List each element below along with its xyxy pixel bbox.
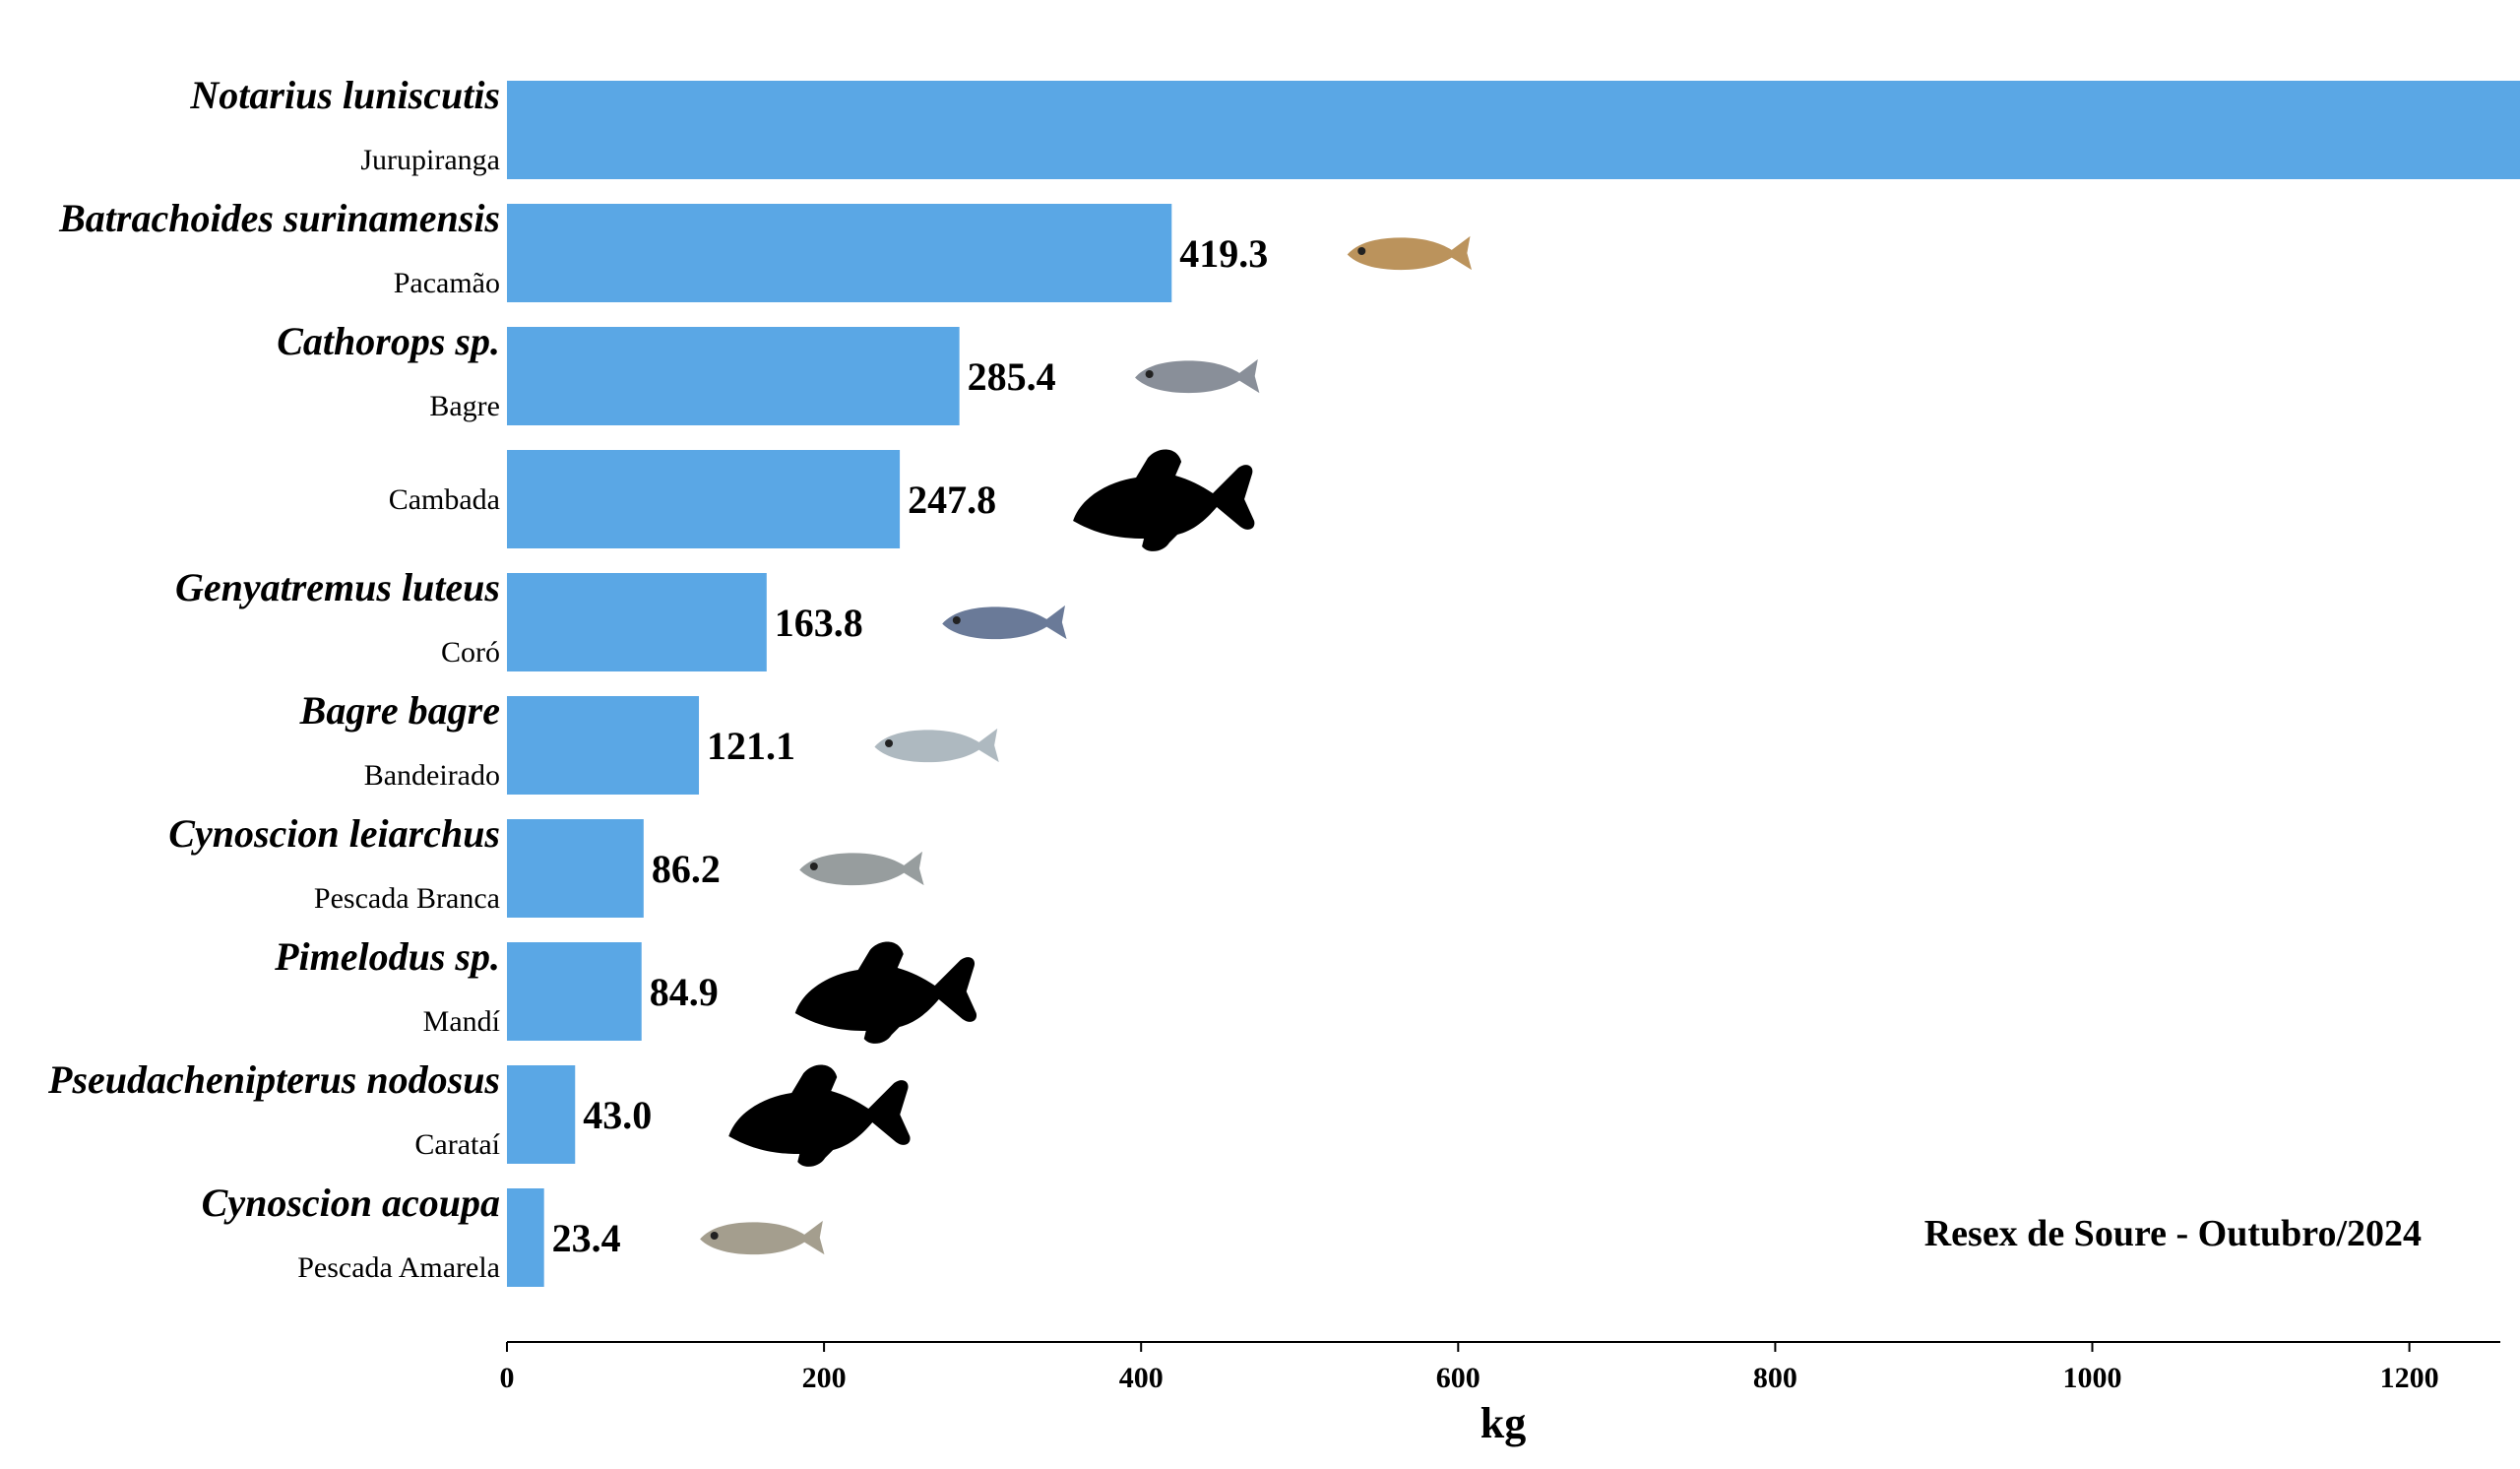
x-tick-label: 200 <box>802 1362 847 1394</box>
chart-annotation: Resex de Soure - Outubro/2024 <box>1924 1213 2422 1254</box>
common-name-label: Pescada Amarela <box>297 1251 500 1284</box>
bar <box>507 696 700 795</box>
fish-photo-shape <box>700 1220 825 1255</box>
x-tick-label: 800 <box>1753 1362 1797 1394</box>
scientific-name-label: Cathorops sp. <box>277 319 500 363</box>
fish-photo-shape <box>1135 358 1260 394</box>
fish-eye <box>885 739 894 747</box>
fish-eye <box>952 616 961 624</box>
data-label: 23.4 <box>552 1216 621 1260</box>
common-name-label: Coró <box>441 636 500 669</box>
fish-icons <box>700 235 1473 1255</box>
x-tick-label: 1200 <box>2380 1362 2439 1394</box>
data-label: 86.2 <box>652 847 721 891</box>
x-tick-label: 400 <box>1119 1362 1164 1394</box>
photo-acoupa-weakfish-icon <box>700 1220 825 1255</box>
scientific-name-label: Pimelodus sp. <box>274 934 500 979</box>
common-name-label: Carataí <box>414 1128 500 1161</box>
data-label: 84.9 <box>650 970 719 1014</box>
plot-area: Notarius luniscutisJurupiranga1295.1Batr… <box>47 73 2520 1287</box>
bar <box>507 573 767 671</box>
data-label: 121.1 <box>707 724 795 768</box>
x-axis: 02004006008001000120014001600kg <box>500 1341 2500 1447</box>
scientific-name-label: Cynoscion leiarchus <box>168 811 500 856</box>
scientific-name-label: Genyatremus luteus <box>175 565 500 609</box>
bar <box>507 327 960 425</box>
photo-toadfish-icon <box>1347 235 1473 271</box>
x-tick-label: 1000 <box>2063 1362 2122 1394</box>
common-name-label: Jurupiranga <box>360 144 500 176</box>
x-axis-title: kg <box>1480 1399 1526 1447</box>
fish-photo-shape <box>874 728 999 763</box>
scientific-name-label: Cynoscion acoupa <box>202 1181 500 1225</box>
data-label: 247.8 <box>908 478 996 522</box>
scientific-name-label: Bagre bagre <box>299 688 500 733</box>
fish-photo-shape <box>799 851 924 886</box>
fish-photo-shape <box>1347 235 1473 271</box>
data-label: 285.4 <box>968 354 1056 399</box>
common-name-label: Pescada Branca <box>314 882 500 915</box>
bar <box>507 1188 544 1287</box>
bar <box>507 450 901 548</box>
fish-photo-shape <box>942 605 1067 640</box>
x-tick-label: 600 <box>1436 1362 1480 1394</box>
bar <box>507 204 1172 302</box>
common-name-label: Bagre <box>429 390 500 422</box>
fish-eye <box>1357 247 1366 255</box>
scientific-name-label: Pseudachenipterus nodosus <box>47 1057 500 1102</box>
bar <box>507 1065 576 1164</box>
scientific-name-label: Batrachoides surinamensis <box>58 196 500 240</box>
fish-silhouette-icon <box>794 941 977 1044</box>
common-name-label: Pacamão <box>394 267 500 299</box>
fish-silhouette-icon <box>728 1064 911 1167</box>
common-name-label: Mandí <box>423 1005 501 1038</box>
photo-grunt-fish-icon <box>942 605 1067 640</box>
data-label: 163.8 <box>775 601 863 645</box>
photo-gafftopsail-catfish-icon <box>874 728 999 763</box>
fish-silhouette-shape <box>1073 449 1255 551</box>
data-label: 419.3 <box>1179 231 1268 276</box>
fish-silhouette-shape <box>728 1064 911 1167</box>
common-name-label: Bandeirado <box>364 759 500 792</box>
fish-silhouette-shape <box>794 941 977 1044</box>
photo-weakfish-icon <box>799 851 924 886</box>
fish-silhouette-icon <box>1073 449 1255 551</box>
bar <box>507 819 644 918</box>
x-tick-label: 0 <box>500 1362 515 1394</box>
scientific-name-label: Notarius luniscutis <box>189 73 500 117</box>
fish-eye <box>710 1232 719 1240</box>
bar <box>507 81 2520 179</box>
photo-catfish-icon <box>1135 358 1260 394</box>
fish-eye <box>809 862 818 870</box>
common-name-label: Cambada <box>389 483 500 516</box>
fish-eye <box>1145 370 1154 378</box>
bar <box>507 942 642 1041</box>
data-label: 43.0 <box>583 1093 652 1137</box>
